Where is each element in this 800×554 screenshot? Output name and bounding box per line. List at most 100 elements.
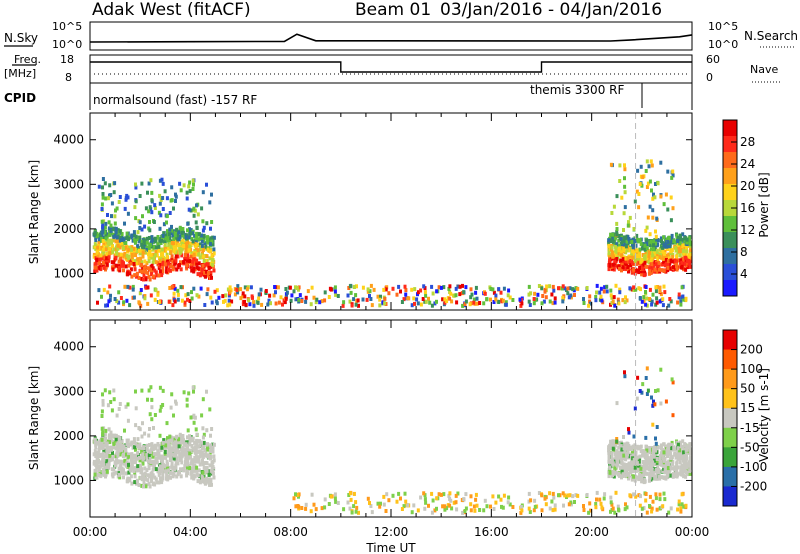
heatmap-cell xyxy=(109,230,113,235)
heatmap-cell xyxy=(372,287,376,292)
heatmap-cell xyxy=(206,247,210,252)
heatmap-cell xyxy=(141,457,145,462)
heatmap-cell xyxy=(200,450,204,455)
heatmap-cell xyxy=(623,243,626,248)
heatmap-cell xyxy=(161,473,165,477)
heatmap-cell xyxy=(397,284,401,289)
heatmap-cell xyxy=(635,455,639,460)
heatmap-cell xyxy=(582,508,586,512)
colorbar-segment xyxy=(723,184,737,201)
heatmap-cell xyxy=(616,504,620,509)
heatmap-cell xyxy=(164,443,168,448)
heatmap-cell xyxy=(327,295,331,299)
colorbar-tick-label: 8 xyxy=(740,245,748,259)
heatmap-cell xyxy=(585,286,589,290)
heatmap-cell xyxy=(139,288,143,292)
heatmap-cell xyxy=(651,471,655,476)
heatmap-cell xyxy=(568,286,572,291)
heatmap-cell xyxy=(105,462,109,467)
heatmap-cell xyxy=(187,391,191,396)
heatmap-cell xyxy=(615,437,619,441)
heatmap-cell xyxy=(125,235,129,240)
heatmap-cell xyxy=(635,475,639,480)
heatmap-cell xyxy=(670,377,674,382)
heatmap-cell xyxy=(147,473,151,478)
heatmap-cell xyxy=(653,247,657,252)
heatmap-cell xyxy=(163,446,167,451)
heatmap-cell xyxy=(627,427,630,432)
heatmap-cell xyxy=(646,181,650,186)
heatmap-cell xyxy=(186,428,190,433)
heatmap-cell xyxy=(93,265,97,270)
heatmap-cell xyxy=(122,268,125,273)
heatmap-cell xyxy=(366,289,370,294)
heatmap-cell xyxy=(357,303,360,308)
heatmap-cell xyxy=(679,243,682,248)
heatmap-cell xyxy=(672,265,675,270)
heatmap-cell xyxy=(135,271,139,276)
heatmap-cell xyxy=(169,451,173,456)
heatmap-cell xyxy=(212,454,216,459)
heatmap-cell xyxy=(609,232,613,237)
heatmap-cell xyxy=(621,265,625,270)
heatmap-cell xyxy=(349,290,353,295)
heatmap-cell xyxy=(156,261,160,266)
heatmap-cell xyxy=(655,473,659,478)
heatmap-cell xyxy=(688,471,692,476)
heatmap-cell xyxy=(662,243,666,248)
heatmap-cell xyxy=(150,235,154,240)
heatmap-cell xyxy=(469,502,473,507)
heatmap-cell xyxy=(654,234,658,239)
heatmap-cell xyxy=(140,227,144,232)
heatmap-cell xyxy=(104,441,108,446)
heatmap-cell xyxy=(166,236,170,241)
colorbar-tick-label: 4 xyxy=(740,267,748,281)
heatmap-cell xyxy=(533,498,537,503)
heatmap-cell xyxy=(118,245,122,250)
heatmap-cell xyxy=(658,462,662,467)
heatmap-cell xyxy=(644,302,648,307)
heatmap-cell xyxy=(94,454,98,458)
heatmap-cell xyxy=(655,296,659,301)
heatmap-cell xyxy=(314,300,318,305)
heatmap-cell xyxy=(211,258,215,263)
heatmap-cell xyxy=(98,444,102,449)
heatmap-cell xyxy=(210,446,214,451)
heatmap-cell xyxy=(101,244,105,249)
heatmap-cell xyxy=(170,224,173,229)
heatmap-cell xyxy=(100,245,103,250)
heatmap-cell xyxy=(673,259,676,264)
heatmap-cell xyxy=(150,442,154,447)
velocity-panel-frame xyxy=(89,319,693,518)
heatmap-cell xyxy=(118,436,122,441)
heatmap-cell xyxy=(156,235,160,240)
heatmap-cell xyxy=(648,504,651,508)
heatmap-cell xyxy=(667,303,671,308)
heatmap-cell xyxy=(112,467,116,472)
heatmap-cell xyxy=(176,292,180,297)
heatmap-cell xyxy=(239,296,243,301)
heatmap-cell xyxy=(114,255,118,260)
heatmap-cell xyxy=(164,233,168,238)
heatmap-cell xyxy=(635,268,639,273)
heatmap-cell xyxy=(654,289,658,294)
heatmap-cell xyxy=(147,433,151,438)
heatmap-cell xyxy=(198,462,202,467)
heatmap-cell xyxy=(185,470,189,475)
heatmap-cell xyxy=(527,506,531,511)
noise-left-label: N.Sky xyxy=(4,31,38,45)
heatmap-cell xyxy=(178,457,182,462)
heatmap-cell xyxy=(268,293,272,298)
heatmap-cell xyxy=(529,498,533,503)
heatmap-cell xyxy=(200,413,204,418)
heatmap-cell xyxy=(617,243,621,248)
heatmap-cell xyxy=(210,220,214,224)
heatmap-cell xyxy=(166,238,170,243)
heatmap-cell xyxy=(96,245,100,250)
heatmap-cell xyxy=(641,245,645,250)
heatmap-cell xyxy=(173,453,176,458)
heatmap-cell xyxy=(205,428,209,433)
heatmap-cell xyxy=(166,453,170,458)
heatmap-cell xyxy=(294,297,298,302)
heatmap-cell xyxy=(323,290,327,295)
